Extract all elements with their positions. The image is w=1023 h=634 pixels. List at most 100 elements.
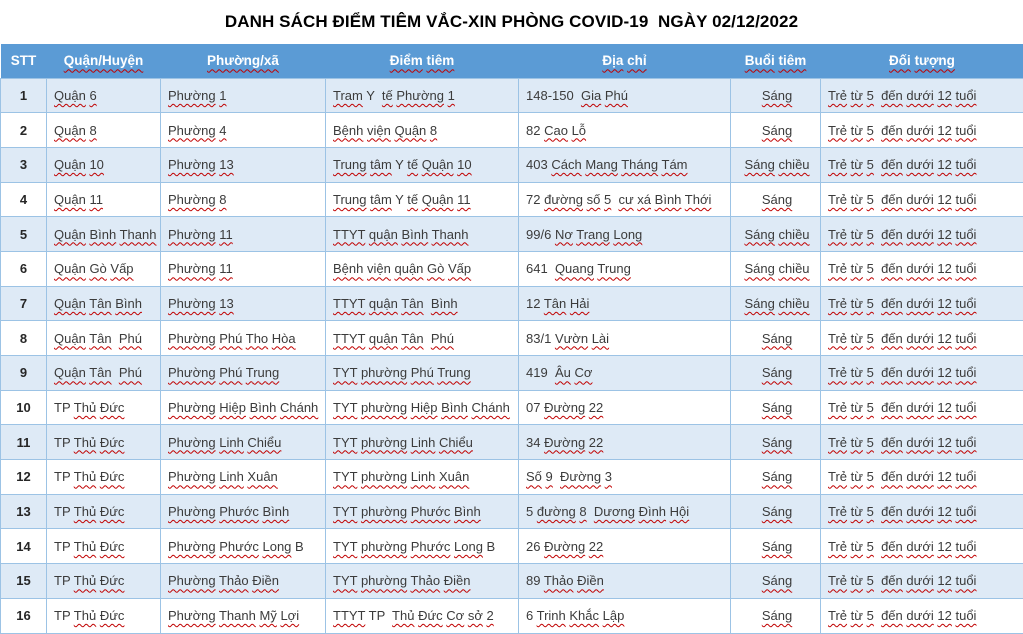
word: Linh [219, 434, 244, 450]
word: 5 [526, 504, 534, 520]
word: Điểm [389, 53, 423, 69]
table-row: 10 TP Thủ Đức Phường Hiệp Bình Chánh TYT ph… [0, 389, 1023, 426]
word: Phường [168, 538, 216, 554]
word: Trẻ [828, 157, 848, 173]
word: Điền [443, 573, 471, 589]
table-header-row: STT Quận/Huyện Phường/xã Điểm tiêm Địa chỉ Bu… [0, 44, 1023, 78]
word: 12 [937, 469, 952, 485]
word: 6 [89, 87, 97, 103]
table-cell-buoi-tiem: Sáng [730, 528, 821, 565]
word: 8 [89, 122, 97, 138]
table-cell-phuong-xa: Phường 13 [160, 146, 326, 183]
word: 12 [937, 504, 952, 520]
word: Chiểu [438, 434, 473, 450]
word: TYT [333, 469, 358, 485]
word: 12 [937, 573, 952, 589]
table-cell-phuong-xa: Phường Phú Trung [160, 355, 326, 391]
table-cell-stt: 13 [0, 493, 47, 530]
word: từ [850, 261, 863, 277]
word: 11 [457, 191, 471, 207]
word: tuổi [955, 365, 977, 381]
word: 07 [526, 400, 541, 416]
table-cell-doi-tuong: Trẻ từ 5 đến dưới 12 tuổi [820, 355, 1023, 391]
word: 5 [866, 122, 874, 138]
word: Bình [249, 400, 277, 416]
word: đến [881, 365, 903, 381]
table-cell-diem-tiem: Trung tâm Y tế Quận 10 [325, 146, 519, 183]
word: Quận [54, 261, 86, 277]
word: Buổi [744, 53, 775, 69]
word: đường [544, 191, 584, 207]
word: Phường [168, 365, 216, 381]
table-cell-doi-tuong: Trẻ từ 5 đến dưới 12 tuổi [820, 112, 1023, 148]
word: Sáng [761, 538, 793, 554]
table-cell-dia-chi: 99/6 Nơ Trang Long [518, 216, 731, 252]
word: 11 [219, 261, 233, 277]
word: Thủ [392, 608, 415, 624]
word: từ [850, 608, 863, 624]
word: Bình [401, 226, 429, 242]
table-cell-buoi-tiem: Sáng chiều [730, 146, 821, 183]
table-cell-quan-huyen: TP Thủ Đức [46, 389, 161, 426]
word: Quận [54, 122, 86, 138]
word: Thanh [119, 226, 157, 242]
table-cell-doi-tuong: Trẻ từ 5 đến dưới 12 tuổi [820, 528, 1023, 565]
table-cell-doi-tuong: Trẻ từ 5 đến dưới 12 tuổi [820, 250, 1023, 287]
word: 5 [866, 434, 874, 450]
word: viện [367, 122, 391, 138]
table-cell-doi-tuong: Trẻ từ 5 đến dưới 12 tuổi [820, 597, 1023, 634]
word: đến [881, 295, 903, 311]
word: Cơ [574, 365, 593, 381]
word: Chiểu [247, 434, 282, 450]
word: tuổi [955, 573, 977, 589]
word: Phường [168, 434, 216, 450]
word: 8 [579, 504, 587, 520]
table-row: 12 TP Thủ Đức Phường Linh Xuân TYT phường L… [0, 459, 1023, 495]
word: Tram [333, 87, 363, 103]
word: đến [881, 330, 903, 346]
word: Tân [401, 330, 424, 346]
word: dưới [906, 295, 934, 311]
word: chỉ [627, 53, 647, 69]
table-cell-stt: 8 [0, 320, 47, 356]
word: 5 [866, 400, 874, 416]
word: Thanh [431, 226, 469, 242]
table-cell-quan-huyen: Quận 10 [46, 146, 161, 183]
table-cell-dia-chi: 419 Âu Cơ [518, 355, 731, 391]
word: từ [850, 226, 863, 242]
table-cell-phuong-xa: Phường Linh Chiểu [160, 424, 326, 461]
word: Chánh [279, 400, 319, 416]
word: 82 [526, 122, 541, 138]
word: 3 [604, 469, 612, 485]
word: Trung [333, 157, 367, 173]
word: số [586, 191, 601, 207]
word: TP [54, 434, 71, 450]
word: Gò [89, 261, 107, 277]
table-cell-diem-tiem: TYT phường Linh Xuân [325, 459, 519, 495]
table-cell-buoi-tiem: Sáng chiều [730, 250, 821, 287]
table-row: 1 Quận 6 Phường 1 Tram Y tế Phường 1 148-150… [0, 77, 1023, 114]
table-cell-dia-chi: 72 đường số 5 cư xá Bình Thới [518, 181, 731, 218]
word: dưới [906, 400, 934, 416]
word: 1 [447, 87, 455, 103]
word: tuổi [955, 87, 977, 103]
word: 12 [937, 87, 952, 103]
word: Cao [544, 122, 568, 138]
word: dưới [906, 122, 934, 138]
table-cell-quan-huyen: Quận Tân Phú [46, 320, 161, 356]
word: Quận/Huyện [63, 53, 144, 69]
word: cư [618, 191, 634, 207]
table-cell-stt: 14 [0, 528, 47, 565]
table-cell-quan-huyen: Quận 6 [46, 77, 161, 114]
table-cell-dia-chi: Số 9 Đường 3 [518, 459, 731, 495]
table-cell-diem-tiem: Trung tâm Y tế Quận 11 [325, 181, 519, 218]
header-cell-doi-tuong: Đối tượng [820, 44, 1023, 78]
word: Trung [437, 365, 471, 381]
word: 4 [19, 191, 28, 207]
table-cell-phuong-xa: Phường 1 [160, 77, 326, 114]
word: Phước [410, 538, 451, 554]
word: Trẻ [828, 573, 848, 589]
word: chiều [778, 157, 810, 173]
table-cell-buoi-tiem: Sáng [730, 459, 821, 495]
word: 1 [19, 87, 28, 103]
